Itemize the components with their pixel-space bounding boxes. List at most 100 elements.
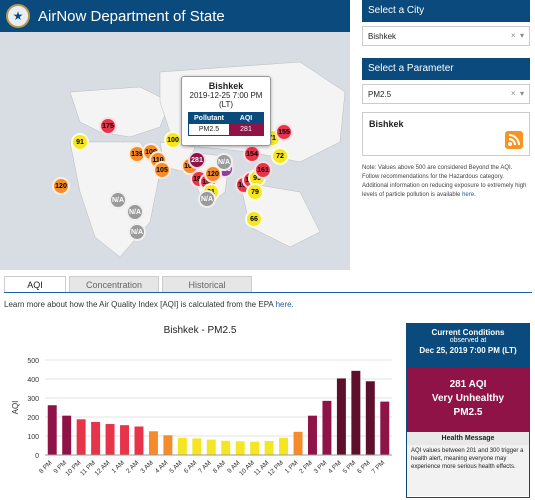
map-marker[interactable]: 72 (271, 147, 289, 165)
city-popup: Bishkek 2019-12-25 7:00 PM (LT) Pollutan… (181, 76, 271, 146)
current-category: Very Unhealthy (431, 393, 505, 404)
bar (293, 431, 303, 455)
map-marker[interactable]: 100 (164, 131, 182, 149)
popup-col-aqi: AQI (229, 113, 263, 124)
tab-concentration[interactable]: Concentration (69, 276, 159, 292)
city-info-title: Bishkek (369, 119, 404, 129)
current-conditions: Current Conditions observed at Dec 25, 2… (406, 323, 530, 498)
health-message: AQI values between 201 and 300 trigger a… (407, 445, 529, 496)
bar (351, 370, 361, 455)
x-tick-label: 2 AM (125, 459, 140, 474)
bar (47, 405, 57, 455)
x-tick-label: 7 AM (197, 459, 212, 474)
map-marker[interactable]: 155 (275, 123, 293, 141)
map-marker[interactable]: N/A (126, 203, 144, 221)
health-message-title: Health Message (407, 432, 529, 445)
current-date: Dec 25, 2019 7:00 PM (LT) (419, 346, 517, 355)
x-tick-label: 8 AM (212, 459, 227, 474)
bar (264, 440, 274, 455)
city-select[interactable]: Bishkek × ▾ (362, 26, 530, 46)
city-select-controls[interactable]: × ▾ (511, 31, 524, 40)
map-marker[interactable]: N/A (109, 191, 127, 209)
current-title: Current Conditions (431, 328, 505, 337)
bar (336, 378, 346, 455)
clear-icon[interactable]: × (510, 89, 516, 98)
bar (279, 437, 289, 455)
map-marker[interactable]: 120 (52, 177, 70, 195)
map-marker[interactable]: 105 (153, 161, 171, 179)
map-marker[interactable]: 79 (246, 183, 264, 201)
x-tick-label: 10 PM (64, 459, 82, 477)
bar (163, 435, 173, 455)
popup-aqi-value: 281 (229, 124, 263, 135)
chevron-down-icon[interactable]: ▾ (519, 89, 524, 98)
note-text: Note: Values above 500 are considered Be… (362, 165, 527, 198)
world-map[interactable]: 9117513910910015212011010510718315691N/A… (0, 32, 350, 270)
note-link[interactable]: here. (462, 192, 476, 198)
y-tick-label: 500 (27, 358, 39, 365)
tab-underline (4, 292, 532, 293)
y-tick-label: 100 (27, 434, 39, 441)
x-tick-label: 1 PM (284, 459, 300, 475)
beyond-aqi-note: Note: Values above 500 are considered Be… (362, 164, 530, 200)
bar (148, 431, 158, 455)
bar (134, 426, 144, 455)
learn-more-text: Learn more about how the Air Quality Ind… (4, 300, 294, 309)
popup-pollutant: PM2.5 (198, 126, 220, 133)
map-marker[interactable]: 66 (245, 210, 263, 228)
map-marker[interactable]: 161 (254, 161, 272, 179)
popup-table: Pollutant AQI PM2.5 281 (188, 112, 264, 136)
map-marker[interactable]: N/A (198, 190, 216, 208)
x-tick-label: 7 PM (371, 459, 387, 475)
map-marker[interactable]: 175 (99, 117, 117, 135)
y-tick-label: 200 (27, 415, 39, 422)
chart-title: Bishkek - PM2.5 (163, 325, 237, 336)
learn-link[interactable]: here. (275, 300, 294, 309)
map-marker[interactable]: 154 (243, 145, 261, 163)
city-select-value: Bishkek (368, 32, 397, 41)
parameter-select-controls[interactable]: × ▾ (511, 89, 524, 98)
parameter-panel-header: Select a Parameter (362, 58, 530, 80)
bar (120, 425, 130, 455)
bar (307, 415, 317, 455)
x-tick-label: 1 AM (111, 459, 126, 474)
bar (250, 441, 260, 455)
x-tick-label: 4 PM (327, 459, 343, 475)
map-marker[interactable]: N/A (215, 153, 233, 171)
y-tick-label: 0 (35, 453, 39, 460)
tab-aqi[interactable]: AQI (4, 276, 66, 292)
bar (62, 415, 72, 455)
x-tick-label: 5 PM (342, 459, 358, 475)
current-aqi-box: 281 AQI Very Unhealthy PM2.5 (407, 368, 529, 432)
x-tick-label: 12 AM (93, 459, 111, 477)
bar (76, 419, 86, 455)
x-tick-label: 8 PM (38, 459, 54, 475)
parameter-select-value: PM2.5 (368, 90, 392, 99)
bar (91, 421, 101, 455)
current-conditions-header: Current Conditions observed at Dec 25, 2… (407, 324, 529, 368)
rss-icon[interactable] (505, 131, 523, 149)
x-tick-label: 5 AM (168, 459, 183, 474)
parameter-select[interactable]: PM2.5 × ▾ (362, 84, 530, 104)
current-aqi-value: 281 AQI (449, 379, 487, 390)
popup-col-pollutant: Pollutant (189, 113, 229, 124)
chevron-down-icon[interactable]: ▾ (519, 31, 524, 40)
x-tick-label: 3 PM (313, 459, 329, 475)
bar (206, 439, 216, 455)
popup-city: Bishkek (208, 81, 244, 91)
bar (105, 424, 115, 455)
x-tick-label: 12 PM (267, 459, 285, 477)
clear-icon[interactable]: × (510, 31, 516, 40)
current-pollutant: PM2.5 (453, 407, 483, 418)
map-marker[interactable]: 281 (188, 151, 206, 169)
bar (380, 401, 390, 455)
x-tick-label: 10 AM (238, 459, 256, 477)
city-info-box: Bishkek (362, 112, 530, 156)
bar (221, 440, 231, 455)
map-marker[interactable]: N/A (128, 223, 146, 241)
app-header: ★ AirNow Department of State (0, 0, 350, 32)
learn-text: Learn more about how the Air Quality Ind… (4, 300, 274, 309)
tab-historical[interactable]: Historical (162, 276, 252, 292)
map-marker[interactable]: 91 (71, 133, 89, 151)
map-marker[interactable]: 120 (204, 165, 222, 183)
